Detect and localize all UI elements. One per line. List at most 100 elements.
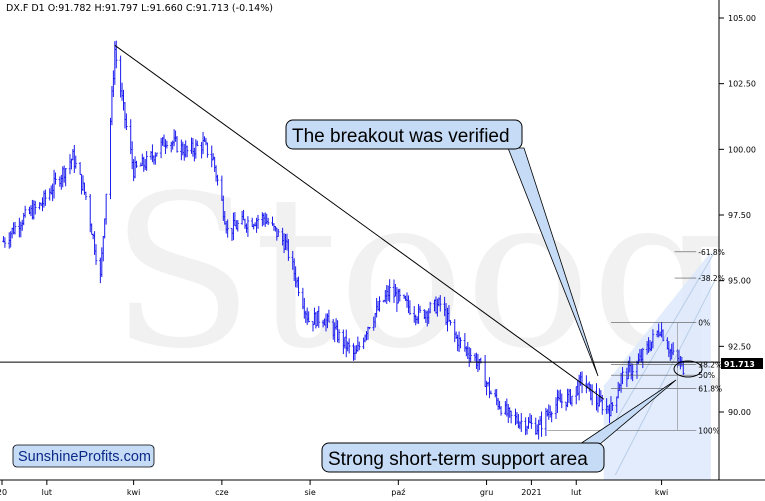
time-tick-label: kwi [127, 488, 140, 497]
breakout-callout: The breakout was verified [285, 119, 599, 377]
ohlc-bar [114, 40, 118, 69]
brand-text: SunshineProfits.com [18, 449, 151, 465]
ohlc-bar [438, 295, 442, 312]
ohlc-bar [206, 142, 209, 158]
ohlc-bar [661, 329, 665, 342]
breakout-text: The breakout was verified [292, 126, 510, 147]
fibonacci-levels: -61.8% -38.2% 0% 38.2%50% 61.8% 100% [547, 248, 725, 435]
ohlc-bar [570, 395, 574, 407]
ohlc-bar [94, 244, 98, 265]
price-tick-label: 97.50 [728, 211, 751, 220]
ohlc-bar [297, 276, 300, 297]
ohlc-bar [266, 217, 270, 225]
time-tick-label: sie [304, 488, 315, 497]
fib-level-label: -38.2% [698, 274, 725, 283]
projection-area [603, 251, 711, 480]
header-info: DX.F D1 O:91.782 H:91.797 L:91.660 C:91.… [6, 3, 273, 14]
trend-lines [0, 44, 719, 400]
ohlc-bar [469, 348, 472, 363]
fib-level-label: 0% [698, 319, 710, 328]
fib-level-label: 50% [698, 371, 715, 380]
support-text: Strong short-term support area [328, 449, 588, 470]
ohlc-bar [560, 393, 564, 409]
ohlc-bar [368, 326, 371, 330]
ohlc-bar [287, 239, 290, 261]
ohlc-bar [540, 411, 543, 437]
time-axis: 20 lut kwi cze sie paź gru 2021 lut kwi [0, 480, 668, 497]
fib-level-label: 100% [698, 426, 719, 435]
ohlc-bar [23, 205, 27, 218]
ohlc-bar [509, 410, 513, 424]
ohlc-bar [519, 412, 523, 432]
descending-trendline [114, 44, 605, 400]
time-tick-label: gru [480, 488, 493, 497]
ohlc-bar [489, 390, 493, 395]
ohlc-bar [631, 363, 634, 382]
price-tick-label: 95.00 [728, 277, 751, 286]
support-callout: Strong short-term support area [321, 360, 703, 473]
time-tick-label: paź [391, 488, 405, 497]
ohlc-bar [226, 219, 229, 238]
ohlc-bar [398, 288, 402, 302]
price-tick-label: 100.00 [728, 145, 756, 154]
support-box [321, 442, 605, 473]
ohlc-bar [307, 311, 310, 323]
ohlc-bar [54, 172, 57, 185]
ohlc-bar [216, 174, 219, 186]
ohlc-bar [64, 167, 67, 187]
price-axis: 105.00 102.50 100.00 97.50 95.00 92.50 90.00 [719, 14, 756, 417]
ohlc-bar [276, 228, 280, 237]
ohlc-bar [3, 237, 7, 248]
ohlc-bar [499, 406, 503, 416]
ohlc-bar [145, 151, 148, 171]
time-tick-label: lut [571, 488, 581, 497]
ohlc-bar [13, 221, 17, 235]
ohlc-bar [135, 160, 138, 168]
brand-box [12, 444, 155, 468]
ohlc-bar [327, 309, 331, 323]
ohlc-bar [611, 402, 614, 411]
ohlc-bar [175, 136, 179, 153]
ohlc-bar [378, 296, 381, 312]
ohlc-bar [459, 337, 462, 349]
ohlc-bar [246, 216, 250, 237]
ohlc-bar [388, 279, 391, 303]
fib-level-label: 38.2% [698, 361, 722, 370]
price-tick-label: 102.50 [728, 80, 756, 89]
time-tick-label: lut [42, 488, 52, 497]
price-tick-label: 92.50 [728, 342, 751, 351]
time-tick-label: cze [215, 488, 229, 497]
ohlc-bar [236, 219, 240, 232]
ohlc-bar [84, 191, 88, 201]
ohlc-bar [357, 341, 361, 351]
ohlc-bar [33, 200, 37, 215]
ohlc-bar [165, 140, 169, 149]
ohlc-header: DX.F D1 O:91.782 H:91.797 L:91.660 C:91.… [6, 3, 273, 14]
ohlc-bar [337, 329, 341, 344]
ohlc-bar [550, 411, 553, 423]
ohlc-bar [317, 306, 321, 328]
fib-level-label: -61.8% [698, 248, 725, 257]
channel-line [614, 280, 716, 476]
support-zone-marker [673, 360, 703, 378]
ohlc-bar [449, 319, 452, 326]
fibonacci-channel [603, 251, 716, 480]
stooq-watermark: Stooq [110, 150, 726, 395]
ohlc-bar [347, 338, 351, 354]
ohlc-bar [651, 329, 655, 349]
breakout-box [285, 119, 523, 150]
fib-level-label: 61.8% [698, 384, 722, 393]
brand-label: SunshineProfits.com [12, 444, 155, 468]
time-tick-label: kwi [655, 488, 668, 497]
price-tick-label: 90.00 [728, 408, 751, 417]
ohlc-bar [195, 140, 199, 147]
ohlc-bar [125, 113, 128, 130]
ohlc-bar [418, 305, 422, 313]
current-price-tag: 91.713 [721, 358, 763, 369]
ohlc-bar [408, 300, 412, 316]
ohlc-bar [44, 189, 47, 206]
ohlc-bar [104, 193, 108, 225]
channel-line [603, 251, 716, 442]
price-tick-label: 105.00 [728, 14, 756, 23]
